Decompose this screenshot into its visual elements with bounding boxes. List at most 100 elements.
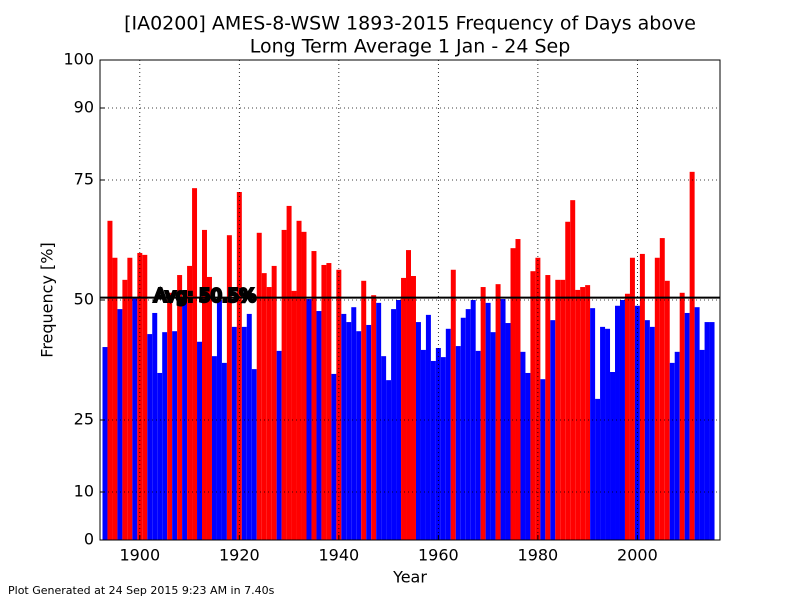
bar	[699, 349, 705, 540]
bar	[420, 349, 426, 540]
bar	[600, 326, 606, 540]
bar	[520, 351, 526, 540]
x-tick-label: 1940	[318, 546, 359, 565]
bar	[346, 322, 352, 540]
bar	[221, 362, 227, 540]
bar	[366, 324, 372, 540]
bar	[619, 300, 625, 540]
bar	[316, 311, 322, 540]
bar	[122, 279, 128, 540]
bar	[465, 309, 471, 540]
y-tick-label: 75	[74, 170, 94, 189]
bar	[276, 350, 282, 540]
bar	[192, 188, 198, 540]
bar	[236, 192, 242, 540]
bar	[197, 341, 203, 540]
bar	[167, 292, 173, 540]
bar	[629, 257, 635, 540]
bar	[669, 362, 675, 540]
bar	[331, 373, 337, 540]
average-label: Avg: 50.5%	[154, 286, 256, 307]
bar	[241, 326, 247, 540]
bar	[440, 357, 446, 540]
bar	[490, 332, 496, 540]
y-tick-label: 50	[74, 290, 94, 309]
bar	[306, 299, 312, 540]
bar	[615, 305, 620, 540]
bar	[291, 290, 297, 540]
bar	[455, 346, 461, 540]
bar	[147, 334, 153, 540]
bar	[505, 323, 511, 540]
bar	[371, 295, 377, 540]
bar	[475, 350, 481, 540]
bar	[515, 239, 521, 541]
plot-frame	[99, 59, 721, 541]
y-tick-label: 100	[63, 50, 94, 69]
bar	[182, 299, 188, 540]
footer: Plot Generated at 24 Sep 2015 9:23 AM in…	[8, 584, 275, 597]
bar	[460, 317, 466, 540]
bar	[172, 331, 178, 540]
y-tick-label: 25	[74, 410, 94, 429]
bar	[376, 302, 382, 540]
chart-title: [IA0200] AMES-8-WSW 1893-2015 Frequency …	[124, 13, 696, 35]
bar	[157, 372, 163, 540]
bar	[500, 299, 506, 540]
bar	[202, 229, 207, 541]
bar	[127, 257, 133, 540]
bar	[112, 257, 118, 540]
bar	[406, 250, 411, 540]
bar	[555, 279, 561, 540]
bar	[211, 356, 217, 540]
bar	[709, 322, 715, 540]
bar	[251, 369, 257, 540]
bar	[595, 398, 601, 540]
bar	[321, 264, 327, 540]
bar	[381, 356, 387, 540]
x-axis-label: Year	[392, 568, 427, 587]
bar	[540, 379, 546, 540]
bar	[415, 322, 421, 540]
bar	[142, 254, 148, 540]
x-tick-label: 1900	[119, 546, 160, 565]
y-tick-label: 0	[84, 530, 94, 549]
bar	[530, 271, 536, 540]
bar	[550, 320, 556, 540]
bar	[396, 300, 402, 540]
bar	[580, 287, 586, 540]
x-tick-label: 2000	[617, 546, 658, 565]
bar	[132, 298, 138, 540]
bar	[356, 331, 362, 540]
bar	[206, 276, 212, 540]
bar	[485, 302, 491, 540]
bar	[425, 314, 431, 540]
bar	[684, 312, 690, 540]
x-tick-label: 1980	[518, 546, 559, 565]
bar	[565, 221, 571, 540]
bar	[391, 309, 397, 540]
y-tick-label: 10	[74, 482, 94, 501]
bar	[450, 269, 456, 540]
y-axis-label: Frequency [%]	[38, 242, 57, 357]
bar	[401, 277, 407, 540]
bar	[326, 263, 332, 540]
bar	[694, 307, 700, 540]
bar	[525, 372, 531, 540]
bar	[560, 279, 566, 540]
bar	[545, 275, 551, 540]
bar	[480, 287, 486, 540]
bar	[674, 351, 680, 540]
x-tick-label: 1920	[219, 546, 260, 565]
bar	[610, 372, 616, 540]
bar	[605, 328, 611, 540]
bar	[361, 280, 367, 540]
bar	[575, 289, 581, 540]
bar	[585, 285, 591, 540]
bar	[495, 284, 501, 540]
bar	[216, 300, 222, 540]
bar	[226, 235, 232, 540]
bar	[117, 309, 123, 540]
bar	[351, 307, 357, 540]
